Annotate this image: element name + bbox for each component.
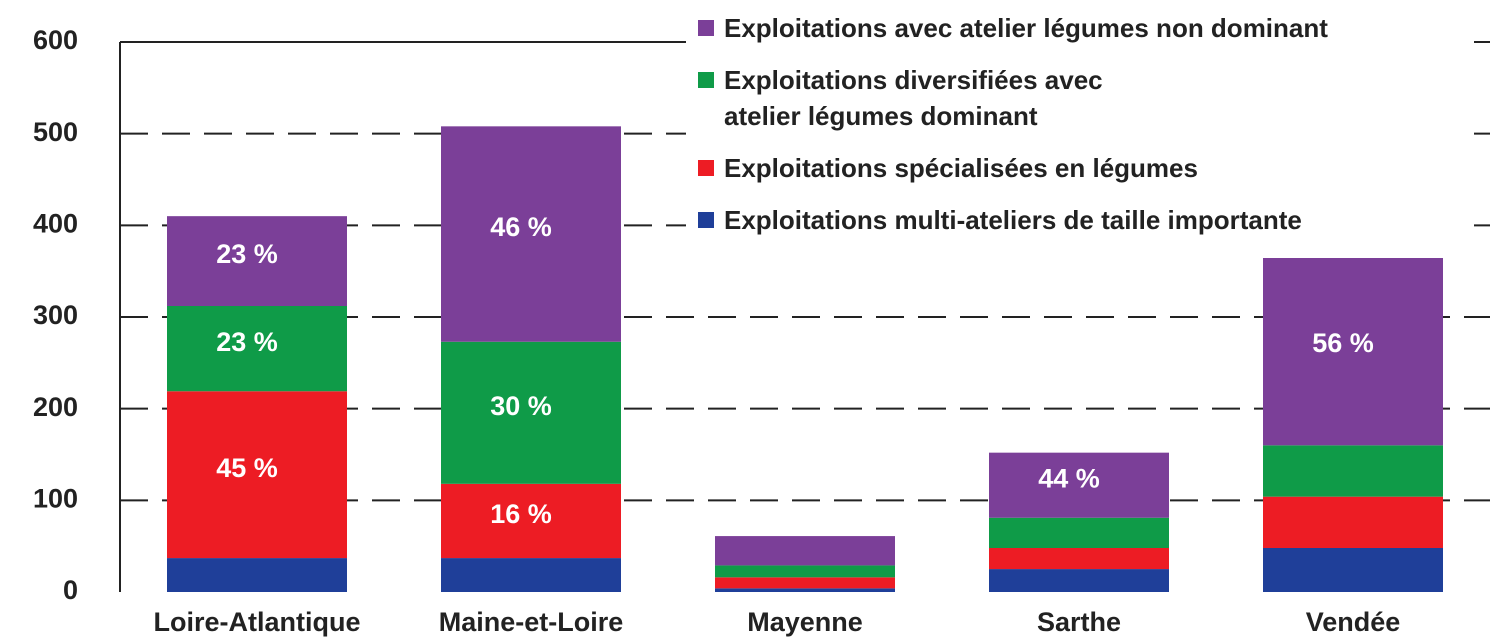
legend-swatch	[698, 20, 714, 36]
y-tick-label: 300	[33, 300, 78, 330]
legend-entry: Exploitations diversifiées avec atelier …	[692, 62, 1468, 134]
share-label: 23 %	[216, 239, 278, 269]
bar-segment	[715, 588, 895, 592]
share-label: 56 %	[1312, 328, 1374, 358]
legend-entry: Exploitations avec atelier légumes non d…	[692, 10, 1468, 46]
y-tick-label: 400	[33, 208, 78, 238]
bar-segment	[167, 391, 347, 559]
x-tick-label: Sarthe	[1037, 607, 1121, 637]
legend: Exploitations avec atelier légumes non d…	[686, 6, 1474, 258]
share-label: 30 %	[490, 391, 552, 421]
legend-label: Exploitations multi-ateliers de taille i…	[724, 205, 1302, 235]
legend-label: Exploitations avec atelier légumes non d…	[724, 13, 1328, 43]
legend-entry: Exploitations multi-ateliers de taille i…	[692, 202, 1468, 238]
legend-swatch	[698, 212, 714, 228]
bar-segment	[167, 558, 347, 592]
legend-label: Exploitations spécialisées en légumes	[724, 153, 1198, 183]
y-tick-label: 600	[33, 25, 78, 55]
bar-segment	[989, 548, 1169, 570]
bar-segment	[715, 577, 895, 589]
bar-segment	[989, 517, 1169, 548]
bar-segment	[167, 306, 347, 392]
share-label: 46 %	[490, 212, 552, 242]
legend-label: Exploitations diversifiées avec atelier …	[724, 65, 1103, 131]
share-label: 44 %	[1038, 463, 1100, 493]
bar-segment	[989, 452, 1169, 518]
bar-segment	[441, 126, 621, 342]
legend-swatch	[698, 160, 714, 176]
bar-segment	[715, 536, 895, 566]
y-tick-label: 0	[63, 575, 78, 605]
bar-segment	[167, 216, 347, 306]
bar-segment	[1263, 445, 1443, 497]
bar-segment	[441, 341, 621, 484]
bar-segment	[1263, 548, 1443, 592]
y-tick-label: 500	[33, 117, 78, 147]
bar-segment	[1263, 254, 1443, 446]
bar-segment	[441, 558, 621, 592]
x-tick-label: Maine-et-Loire	[439, 607, 624, 637]
share-label: 16 %	[490, 499, 552, 529]
x-tick-label: Vendée	[1306, 607, 1401, 637]
bar-segment	[441, 483, 621, 559]
legend-entry: Exploitations spécialisées en légumes	[692, 150, 1468, 186]
bar-segment	[989, 569, 1169, 592]
y-tick-label: 100	[33, 483, 78, 513]
legend-swatch	[698, 72, 714, 88]
bar-segment	[715, 565, 895, 578]
bar-segment	[1263, 496, 1443, 548]
x-tick-label: Loire-Atlantique	[154, 607, 361, 637]
x-tick-label: Mayenne	[747, 607, 863, 637]
y-tick-label: 200	[33, 392, 78, 422]
share-label: 23 %	[216, 327, 278, 357]
share-label: 45 %	[216, 453, 278, 483]
